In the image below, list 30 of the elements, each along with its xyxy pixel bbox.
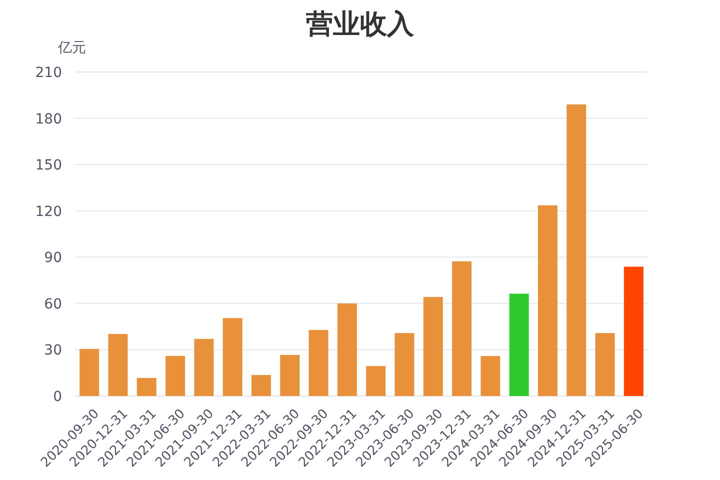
- bar: [166, 356, 186, 396]
- bar: [394, 333, 414, 396]
- bar: [366, 366, 386, 396]
- y-tick-label: 90: [44, 250, 62, 266]
- bar: [337, 303, 357, 396]
- bar: [624, 266, 644, 396]
- bar: [423, 296, 443, 396]
- bar: [538, 205, 558, 396]
- chart-title: 营业收入: [305, 9, 415, 40]
- bar: [194, 338, 214, 396]
- bar: [80, 348, 100, 396]
- bar: [251, 375, 271, 396]
- bar: [222, 318, 242, 396]
- y-tick-label: 150: [35, 158, 62, 174]
- bar: [280, 354, 300, 396]
- bar: [136, 378, 156, 396]
- bar: [480, 356, 500, 396]
- y-axis-title: 亿元: [57, 40, 86, 56]
- bar: [595, 333, 615, 396]
- y-tick-label: 0: [53, 389, 62, 405]
- y-tick-label: 60: [44, 296, 62, 312]
- bar: [452, 261, 472, 396]
- y-tick-label: 120: [35, 204, 62, 220]
- bar: [509, 294, 529, 396]
- y-tick-label: 30: [44, 342, 62, 359]
- y-tick-label: 210: [35, 65, 62, 81]
- y-tick-label: 180: [35, 111, 62, 128]
- bar: [308, 330, 328, 396]
- bar: [108, 334, 128, 396]
- bar: [566, 104, 586, 396]
